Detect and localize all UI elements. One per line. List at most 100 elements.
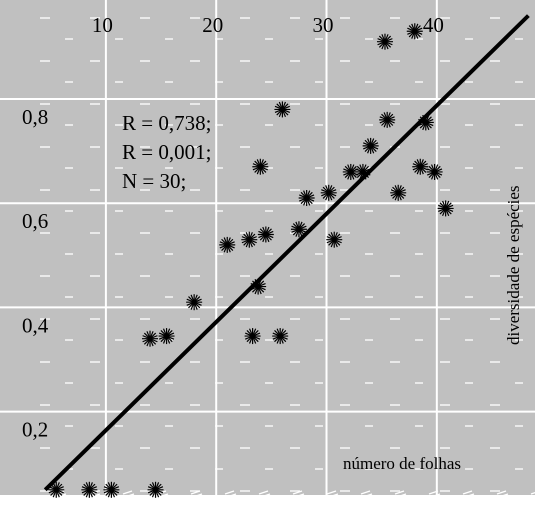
data-point-stroke [326, 236, 342, 244]
data-point-stroke [142, 335, 158, 343]
background-dash [396, 493, 407, 498]
data-point-stroke [355, 168, 371, 176]
data-point [417, 114, 434, 131]
background-dash [158, 493, 169, 498]
data-point [257, 226, 274, 243]
background-dash [260, 493, 271, 498]
x-tick-label: 30 [313, 13, 334, 37]
data-point [376, 33, 393, 50]
data-point-stroke [147, 486, 164, 494]
data-point [326, 231, 343, 248]
background-dash [226, 493, 237, 498]
background-dash [122, 490, 133, 495]
data-point [186, 294, 203, 311]
background-dash [328, 493, 339, 498]
y-tick-label: 0,8 [22, 105, 48, 129]
data-point-stroke [321, 189, 337, 197]
data-point [298, 190, 315, 206]
data-point [274, 101, 291, 118]
background-dash [224, 490, 235, 495]
y-tick-label: 0,2 [22, 418, 48, 442]
data-point [390, 184, 407, 201]
plot-background [0, 0, 535, 495]
background-dash [362, 493, 373, 498]
y-tick-label: 0,4 [22, 313, 49, 337]
background-dash [498, 493, 509, 498]
data-point [342, 163, 359, 180]
data-point [362, 137, 379, 154]
background-dash [464, 493, 475, 498]
data-point-stroke [258, 230, 274, 239]
data-point-stroke [390, 189, 406, 197]
x-tick-label: 10 [92, 13, 113, 37]
data-point-stroke [250, 282, 266, 291]
background-dash [496, 490, 507, 495]
data-point-stroke [426, 168, 443, 176]
data-point-stroke [241, 236, 257, 244]
background-dash [292, 490, 303, 495]
data-point-stroke [274, 105, 291, 114]
annotation-r-value: R = 0,738; [122, 111, 211, 135]
data-point-stroke [418, 118, 434, 127]
regression-line-group [43, 14, 530, 492]
background-dash [394, 490, 405, 495]
data-point [426, 163, 443, 180]
data-point-stroke [299, 194, 315, 202]
data-point [320, 184, 337, 201]
background-dash [428, 490, 439, 495]
annotation-n-value: N = 30; [122, 169, 186, 193]
data-point [290, 221, 307, 238]
data-point-stroke [244, 332, 261, 340]
data-point [147, 481, 164, 498]
data-point [272, 328, 289, 345]
annotation-block: R = 0,738; R = 0,001; N = 30; [122, 111, 211, 193]
data-point-stroke [407, 27, 423, 35]
x-tick-label: 20 [202, 13, 223, 37]
data-point [219, 236, 236, 253]
background-dash [462, 490, 473, 495]
data-point [158, 328, 175, 345]
data-point-stroke [412, 163, 428, 171]
data-point [244, 328, 261, 345]
background-dash [294, 493, 305, 498]
data-point [81, 481, 98, 498]
background-dash [430, 493, 441, 498]
data-point [250, 278, 267, 295]
annotation-p-value: R = 0,001; [122, 140, 211, 164]
data-point [354, 163, 371, 180]
background-dash [190, 490, 201, 495]
axis-labels: 10 20 30 40 0,2 0,4 0,6 0,8 [22, 13, 444, 442]
data-point-stroke [48, 486, 64, 494]
data-point-stroke [363, 142, 379, 150]
x-axis-title: número de folhas [343, 454, 461, 473]
data-point-stroke [81, 486, 97, 494]
data-point-stroke [158, 332, 175, 340]
data-point [241, 231, 258, 248]
data-point-stroke [103, 486, 120, 494]
data-point-stroke [343, 168, 359, 176]
regression-line [43, 14, 530, 492]
background-dash [530, 490, 541, 495]
y-axis-title: diversidade de espécies [504, 185, 523, 345]
background-dash-pattern [40, 17, 541, 498]
data-point-stroke [272, 332, 288, 340]
data-point-stroke [438, 204, 454, 213]
data-point-stroke [186, 298, 202, 306]
data-point [252, 158, 269, 175]
data-point [103, 481, 120, 498]
background-dash [360, 490, 371, 495]
background-dash [326, 490, 337, 495]
x-tick-label: 40 [423, 13, 444, 37]
y-tick-label: 0,6 [22, 209, 48, 233]
background-dash [124, 493, 135, 498]
data-point-stroke [219, 241, 235, 249]
data-point [379, 111, 396, 128]
data-points [48, 23, 454, 498]
data-point-stroke [291, 225, 307, 233]
background-dash [258, 490, 269, 495]
data-point-stroke [379, 116, 395, 124]
background-dash [192, 493, 203, 498]
data-point [412, 158, 429, 175]
